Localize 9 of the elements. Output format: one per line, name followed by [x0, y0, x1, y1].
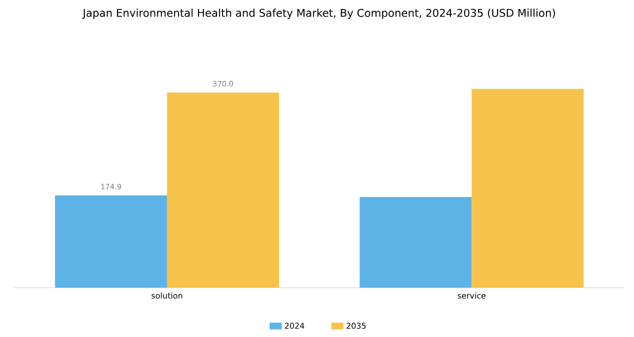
bar	[472, 88, 584, 288]
bar	[167, 92, 280, 288]
x-tick-label: service	[458, 292, 486, 299]
x-tick-label: solution	[152, 292, 182, 299]
legend-label: 2024	[284, 322, 304, 329]
bar	[360, 196, 472, 288]
chart-title: Japan Environmental Health and Safety Market, By Component, 2024-2035 (USD Million)	[82, 8, 555, 19]
legend-label: 2035	[346, 322, 366, 329]
bar	[55, 195, 168, 288]
